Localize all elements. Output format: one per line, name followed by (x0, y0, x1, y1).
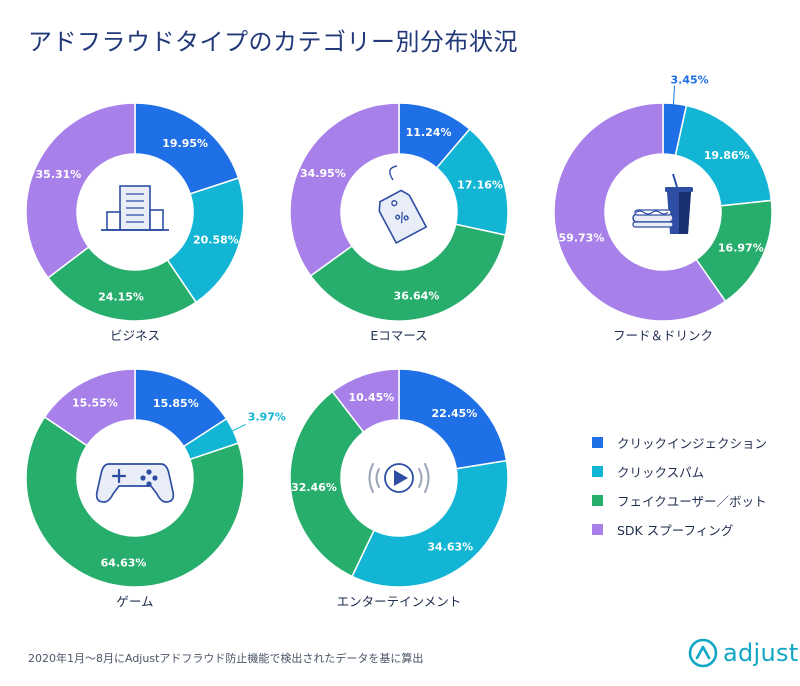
leader-line (671, 85, 676, 130)
data-label: 64.63% (101, 557, 147, 570)
data-label: 59.73% (559, 232, 605, 245)
data-label: 22.45% (432, 407, 478, 420)
page-title: アドフラウドタイプのカテゴリー別分布状況 (28, 28, 518, 56)
adjust-logo-icon (688, 638, 718, 668)
category-label: フード＆ドリンク (613, 328, 713, 343)
legend-swatch (592, 495, 603, 506)
data-label: 34.63% (427, 540, 473, 553)
gamepad-icon (95, 463, 175, 503)
data-label: 34.95% (300, 167, 346, 180)
adjust-logo: adjust (688, 638, 799, 668)
logo-text: adjust (723, 639, 799, 667)
data-label: 15.85% (153, 397, 199, 410)
data-label: 36.64% (394, 290, 440, 303)
data-label: 10.45% (349, 391, 395, 404)
donut-chart-3: 3.45% 19.86% 16.97% 59.73% フード＆ドリンク (553, 74, 773, 343)
data-label: 3.45% (671, 74, 709, 87)
food-drink-icon (632, 173, 693, 234)
data-label: 17.16% (457, 179, 503, 192)
data-label: 15.55% (72, 397, 118, 410)
category-label: エンターテインメント (337, 594, 462, 609)
data-label: 20.58% (193, 234, 239, 247)
data-label: 24.15% (98, 290, 144, 303)
leader-line (209, 424, 246, 443)
data-label: 16.97% (718, 241, 764, 254)
legend-label: SDK スプーフィング (617, 523, 734, 538)
category-label: ゲーム (116, 594, 153, 609)
legend: クリックインジェクション クリックスパム フェイクユーザー／ボット SDK スプ… (592, 428, 767, 544)
legend-item-fake-user: フェイクユーザー／ボット (592, 486, 767, 515)
data-label: 3.97% (248, 410, 286, 423)
data-label: 35.31% (36, 168, 82, 181)
legend-label: フェイクユーザー／ボット (617, 494, 767, 509)
legend-item-sdk-spoofing: SDK スプーフィング (592, 515, 767, 544)
svg-text:%: % (393, 209, 412, 228)
legend-swatch (592, 466, 603, 477)
legend-label: クリックスパム (617, 465, 705, 480)
donut-chart-2: % 11.24% 17.16% 36.64% 34.95% Eコマース (289, 102, 509, 343)
play-icon (368, 463, 430, 493)
building-icon (101, 185, 169, 231)
data-label: 19.95% (162, 137, 208, 150)
legend-swatch (592, 524, 603, 535)
legend-item-click-injection: クリックインジェクション (592, 428, 767, 457)
data-label: 11.24% (406, 126, 452, 139)
data-label: 32.46% (291, 481, 337, 494)
data-label: 19.86% (704, 149, 750, 162)
category-label: Eコマース (370, 328, 427, 343)
donut-chart-5: 22.45% 34.63% 32.46% 10.45% エンターテインメント (289, 368, 509, 609)
price-tag-icon: % (378, 165, 428, 245)
legend-swatch (592, 437, 603, 448)
donut-chart-1: 19.95% 20.58% 24.15% 35.31% ビジネス (25, 102, 245, 343)
legend-label: クリックインジェクション (617, 436, 768, 451)
footnote: 2020年1月〜8月にAdjustアドフラウド防止機能で検出されたデータを基に算… (28, 652, 424, 665)
donut-chart-4: 15.85% 3.97% 64.63% 15.55% ゲーム (25, 368, 286, 609)
legend-item-click-spam: クリックスパム (592, 457, 767, 486)
category-label: ビジネス (110, 328, 160, 343)
